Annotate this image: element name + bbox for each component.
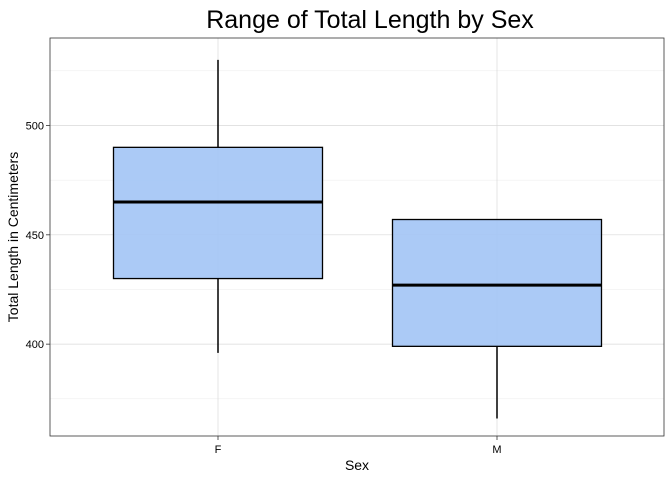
y-tick-label: 450 — [26, 230, 44, 242]
y-axis-title: Total Length in Centimeters — [5, 152, 21, 322]
x-axis-title: Sex — [345, 457, 369, 473]
y-tick-label: 400 — [26, 339, 44, 351]
x-tick-label: F — [215, 444, 222, 456]
y-tick-label: 500 — [26, 120, 44, 132]
box-iqr — [112, 146, 324, 280]
plot-panel — [49, 37, 665, 437]
x-tick-label: M — [492, 444, 501, 456]
chart-title: Range of Total Length by Sex — [206, 6, 534, 34]
box-series — [112, 59, 603, 419]
axes: 400 450 500 F M — [26, 120, 502, 456]
box-M — [391, 218, 603, 419]
box-iqr — [391, 218, 603, 347]
box-F — [112, 59, 324, 353]
